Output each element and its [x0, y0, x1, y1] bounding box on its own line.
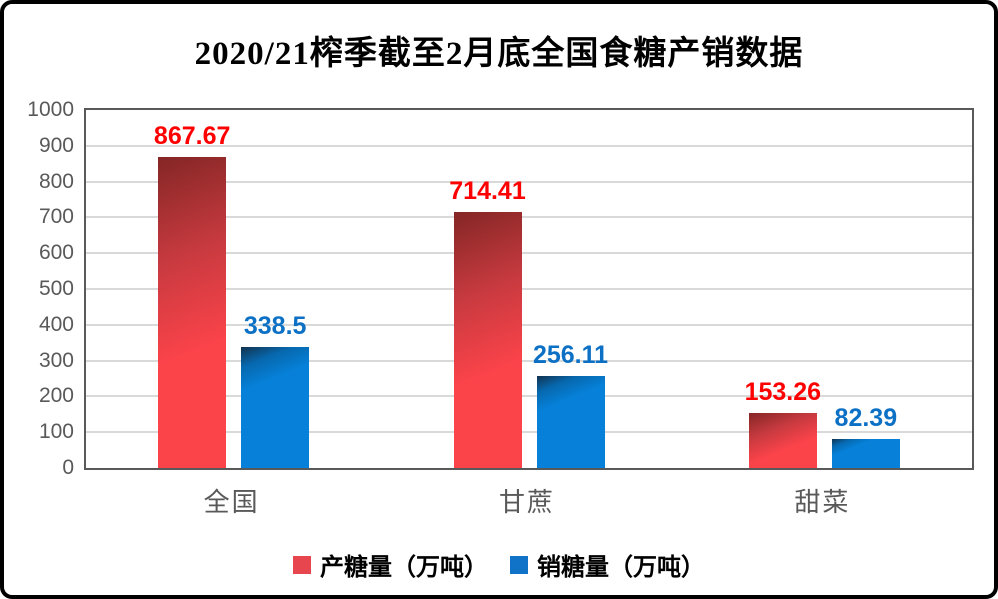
bar-series-0-category-1 — [453, 212, 522, 468]
plot-area: 867.67 338.5 714.41 256.11 153.26 82.39 — [84, 108, 974, 470]
x-category-label: 全国 — [203, 488, 260, 517]
y-tick-label: 700 — [38, 205, 74, 229]
y-tick-label: 500 — [38, 277, 74, 300]
gridline — [86, 431, 972, 434]
gridline — [86, 216, 972, 219]
bar-series-0-category-2 — [748, 413, 817, 468]
y-tick-label: 800 — [38, 169, 74, 193]
legend-label: 销糖量（万吨） — [537, 555, 705, 581]
gridline — [86, 395, 972, 398]
y-tick-label: 300 — [38, 348, 74, 372]
legend-item-0: 产糖量（万吨） — [293, 547, 488, 582]
bar-series-1-category-2 — [831, 438, 900, 468]
y-tick-label: 400 — [38, 312, 74, 336]
bar-value-label: 338.5 — [243, 311, 307, 340]
x-category-label: 甘蔗 — [498, 488, 555, 517]
gridline — [86, 288, 972, 290]
gridline — [86, 359, 972, 362]
gridline — [86, 144, 972, 147]
bar-value-label: 714.41 — [449, 177, 526, 206]
legend: 产糖量（万吨） 销糖量（万吨） — [4, 547, 994, 582]
legend-item-1: 销糖量（万吨） — [510, 547, 705, 582]
bar-value-label: 153.26 — [744, 378, 822, 407]
bar-series-1-category-1 — [536, 376, 605, 468]
x-category-label: 甜菜 — [794, 488, 851, 517]
y-tick-label: 600 — [38, 241, 74, 265]
y-tick-label: 0 — [62, 456, 74, 479]
legend-swatch-icon — [293, 555, 311, 574]
y-tick-label: 200 — [38, 384, 74, 408]
bar-series-1-category-0 — [241, 346, 310, 468]
bar-value-label: 256.11 — [532, 341, 609, 370]
legend-swatch-icon — [510, 555, 528, 574]
gridline — [86, 252, 972, 255]
gridline — [86, 180, 972, 183]
bar-series-0-category-0 — [158, 157, 227, 468]
bar-value-label: 867.67 — [153, 122, 231, 151]
y-tick-label: 900 — [38, 133, 74, 157]
y-tick-label: 100 — [38, 420, 74, 444]
legend-label: 产糖量（万吨） — [320, 555, 488, 581]
y-tick-label: 1000 — [27, 98, 74, 121]
bar-value-label: 82.39 — [834, 403, 898, 432]
gridline — [86, 323, 972, 326]
chart-title: 2020/21榨季截至2月底全国食糖产销数据 — [194, 36, 804, 72]
